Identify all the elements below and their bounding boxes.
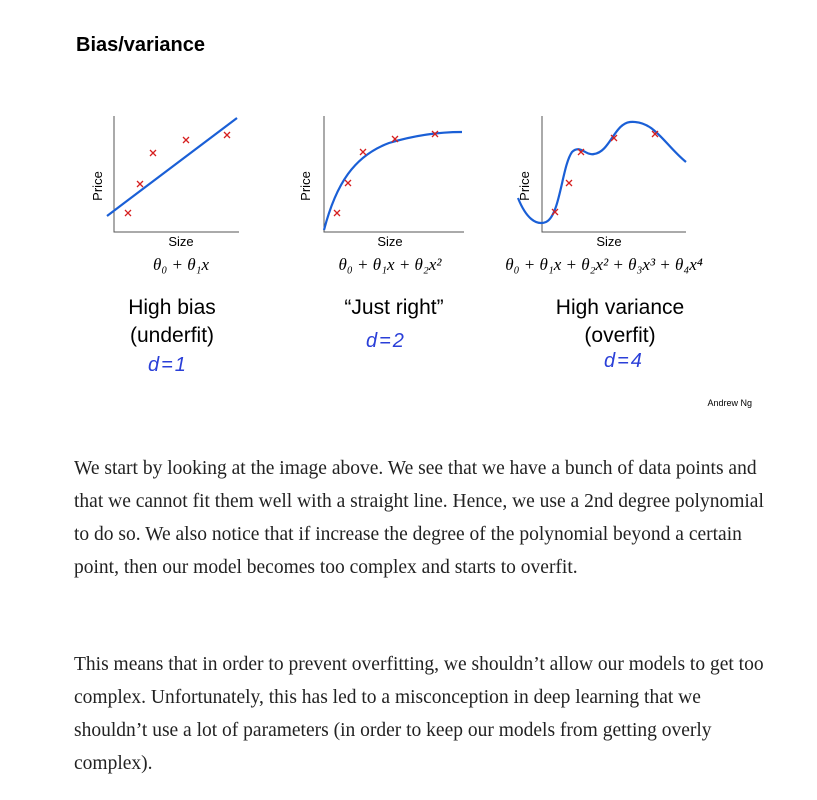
slide-credit: Andrew Ng: [707, 398, 752, 408]
data-points-just-right: [333, 130, 439, 217]
formula-overfit: θ₀ + θ₁x + θ₂x² + θ₃x³ + θ₄x⁴: [505, 255, 703, 274]
panel-overfit: Price Size θ₀ + θ₁x + θ₂x² + θ₃x³ + θ₄x⁴: [505, 116, 703, 274]
fit-curve-just-right: [322, 130, 463, 231]
ylabel-just-right: Price: [298, 171, 313, 201]
note-underfit: d=1: [148, 354, 188, 376]
axes-underfit: [113, 116, 239, 233]
formula-just-right: θ₀ + θ₁x + θ₂x²: [339, 255, 443, 274]
data-point: [651, 130, 659, 138]
axes-just-right: [323, 116, 464, 233]
caption-overfit-line2: (overfit): [584, 324, 656, 347]
caption-overfit: High variance (overfit): [544, 294, 696, 350]
axes-overfit: [541, 116, 686, 233]
data-points-underfit: [124, 131, 231, 217]
xlabel-just-right: Size: [377, 234, 402, 249]
fit-curve-overfit: [516, 120, 687, 225]
panel-underfit: Price Size θ₀ + θ₁x: [90, 116, 239, 274]
ylabel-overfit: Price: [517, 171, 532, 201]
caption-underfit: High bias (underfit): [112, 294, 232, 350]
data-point: [136, 180, 144, 188]
data-point: [551, 208, 559, 216]
data-point: [223, 131, 231, 139]
formula-underfit: θ₀ + θ₁x: [153, 255, 209, 274]
caption-underfit-line2: (underfit): [129, 324, 215, 347]
xlabel-underfit: Size: [168, 234, 193, 249]
caption-just-right-line1: “Just right”: [344, 296, 444, 319]
data-points-overfit: [551, 130, 659, 216]
ylabel-underfit: Price: [90, 171, 105, 201]
data-point: [359, 148, 367, 156]
slide-figure: Bias/variance Price Size θ₀ + θ₁x Price …: [74, 26, 764, 414]
xlabel-overfit: Size: [596, 234, 621, 249]
data-point: [391, 135, 399, 143]
caption-underfit-line1: High bias: [128, 296, 216, 319]
data-point: [577, 148, 585, 156]
article-paragraph-1: We start by looking at the image above. …: [74, 458, 764, 578]
data-point: [124, 209, 132, 217]
data-point: [333, 209, 341, 217]
note-overfit: d=4: [604, 350, 644, 372]
data-point: [182, 136, 190, 144]
panel-just-right: Price Size θ₀ + θ₁x + θ₂x²: [298, 116, 464, 274]
data-point: [610, 134, 618, 142]
caption-overfit-line1: High variance: [555, 296, 685, 319]
data-point: [149, 149, 157, 157]
caption-just-right: “Just right”: [324, 294, 464, 322]
bias-variance-plots: Price Size θ₀ + θ₁x Price Size: [90, 116, 703, 274]
fit-line-underfit: [106, 117, 238, 217]
article-paragraph-2: This means that in order to prevent over…: [74, 654, 764, 774]
data-point: [344, 179, 352, 187]
slide-title: Bias/variance: [76, 34, 205, 56]
data-point: [431, 130, 439, 138]
data-point: [565, 179, 573, 187]
note-just-right: d=2: [366, 330, 406, 352]
